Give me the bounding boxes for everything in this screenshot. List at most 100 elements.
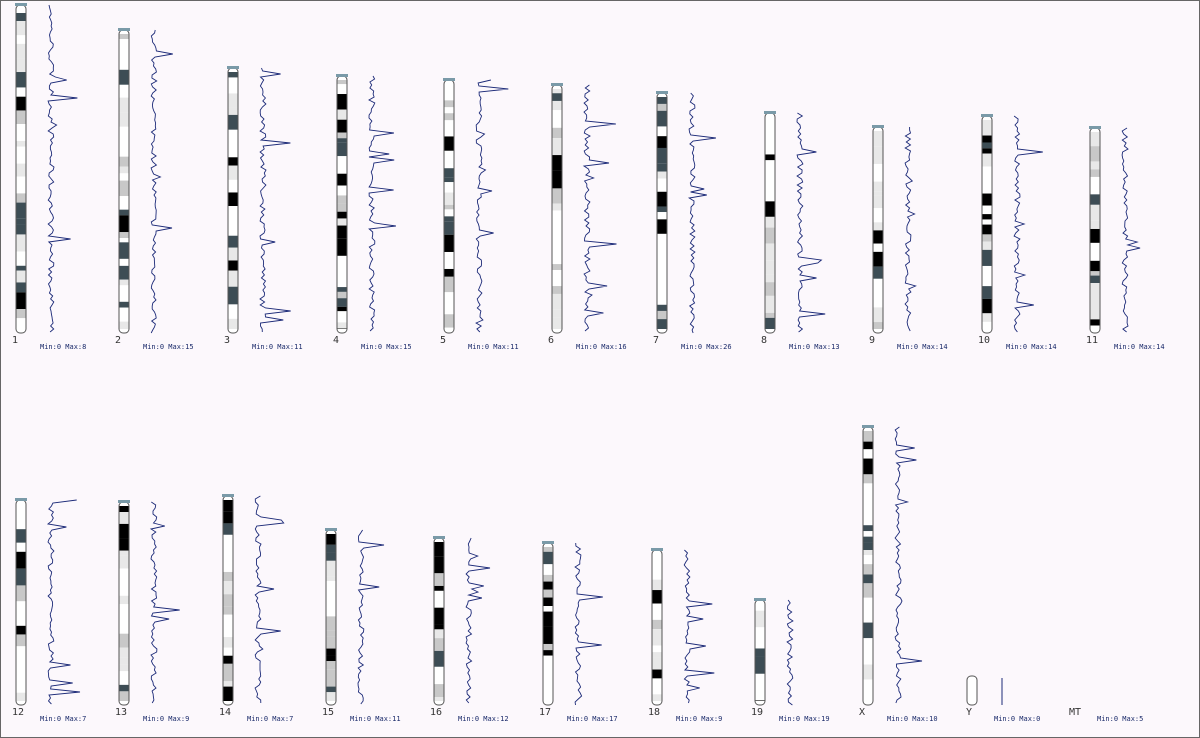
band	[863, 688, 873, 701]
band	[337, 156, 347, 174]
band	[652, 565, 662, 580]
band	[228, 260, 238, 271]
band	[434, 666, 444, 678]
band	[119, 258, 129, 266]
band	[765, 177, 775, 186]
band	[326, 544, 336, 553]
band	[873, 146, 883, 164]
chromosome-label: 5	[440, 335, 446, 346]
band	[873, 208, 883, 223]
band	[337, 80, 347, 85]
band	[652, 645, 662, 653]
telomere	[15, 498, 27, 501]
band	[873, 243, 883, 252]
band	[873, 163, 883, 182]
band	[552, 236, 562, 252]
chromosome-label: 3	[224, 335, 230, 346]
band	[16, 202, 26, 219]
band	[16, 21, 26, 36]
band	[444, 276, 454, 293]
band	[228, 129, 238, 146]
chromosome-label: 1	[12, 335, 18, 346]
band	[16, 270, 26, 283]
band	[982, 286, 992, 299]
band	[119, 622, 129, 634]
band	[119, 691, 129, 701]
band	[863, 613, 873, 623]
band	[657, 171, 667, 179]
band	[863, 653, 873, 665]
band	[16, 634, 26, 647]
telomere	[325, 528, 337, 531]
band	[326, 669, 336, 687]
band	[337, 94, 347, 110]
band	[873, 195, 883, 209]
density-scale: Min:0 Max:8	[40, 343, 86, 351]
band	[434, 697, 444, 701]
band	[552, 270, 562, 287]
band	[119, 242, 129, 259]
band	[444, 221, 454, 235]
band	[119, 523, 129, 539]
band	[863, 597, 873, 614]
band	[765, 317, 775, 329]
band	[434, 573, 444, 586]
band	[119, 555, 129, 569]
band	[982, 166, 992, 184]
density-scale: Min:0 Max:16	[576, 343, 627, 351]
band	[982, 214, 992, 220]
density-scale: Min:0 Max:5	[1097, 715, 1143, 723]
band	[337, 203, 347, 212]
band	[863, 441, 873, 450]
band	[982, 120, 992, 136]
band	[16, 318, 26, 329]
band	[228, 318, 238, 329]
band	[863, 542, 873, 551]
band	[223, 655, 233, 664]
band	[326, 630, 336, 637]
band	[326, 585, 336, 603]
band	[16, 675, 26, 688]
band	[552, 170, 562, 189]
band	[337, 274, 347, 288]
band	[873, 296, 883, 308]
chromosome	[966, 675, 978, 706]
band	[434, 556, 444, 574]
band	[119, 156, 129, 167]
band	[119, 657, 129, 665]
band	[223, 581, 233, 595]
band	[16, 146, 26, 164]
band	[1090, 161, 1100, 170]
band	[543, 551, 553, 565]
density-scale: Min:0 Max:15	[143, 343, 194, 351]
band	[863, 564, 873, 575]
density-scale: Min:0 Max:11	[252, 343, 303, 351]
band	[765, 282, 775, 296]
band	[119, 604, 129, 618]
band	[657, 219, 667, 234]
band	[982, 224, 992, 235]
band	[228, 77, 238, 94]
band	[119, 232, 129, 239]
band	[223, 625, 233, 638]
band	[337, 109, 347, 120]
band	[765, 160, 775, 178]
band	[1090, 307, 1100, 320]
density-trace	[582, 84, 617, 332]
band	[652, 554, 662, 566]
band	[16, 265, 26, 271]
band	[552, 227, 562, 237]
band	[16, 163, 26, 177]
band	[982, 205, 992, 215]
band	[434, 650, 444, 667]
band	[543, 650, 553, 656]
band	[444, 100, 454, 108]
band	[1090, 228, 1100, 243]
band	[326, 686, 336, 693]
band	[552, 155, 562, 171]
band	[982, 183, 992, 189]
band	[755, 627, 765, 634]
band	[765, 201, 775, 217]
band	[982, 279, 992, 287]
band	[444, 182, 454, 193]
